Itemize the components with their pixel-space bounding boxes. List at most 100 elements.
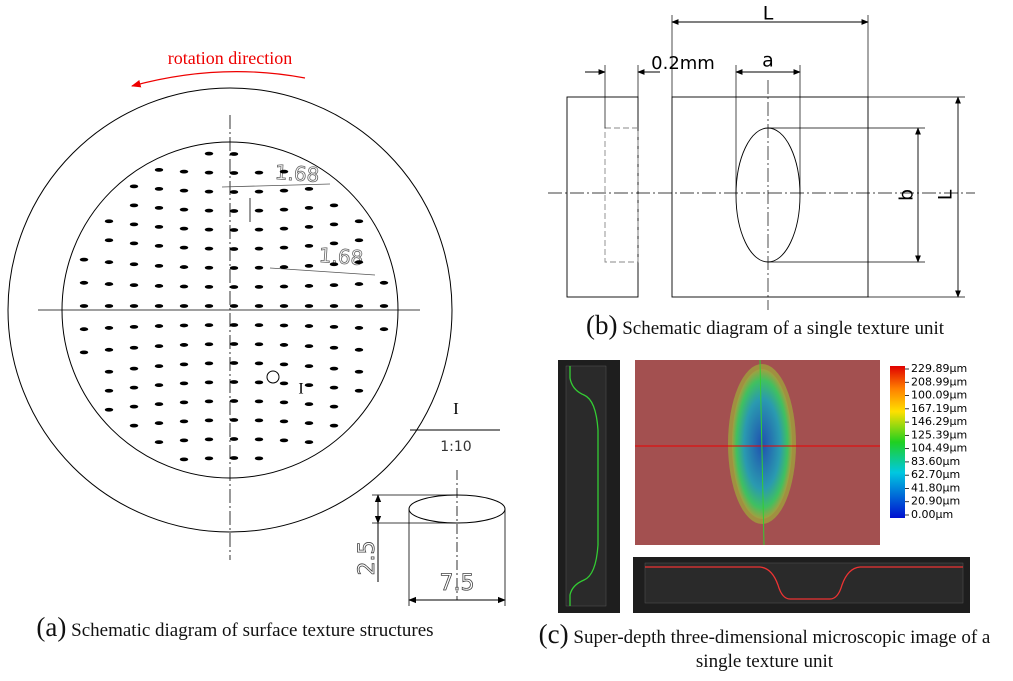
pitch-label: 1.68 bbox=[318, 243, 364, 270]
colorbar bbox=[890, 366, 905, 518]
texture-dot bbox=[180, 304, 188, 308]
texture-dot bbox=[330, 204, 338, 208]
texture-dot bbox=[255, 342, 263, 346]
texture-dot bbox=[255, 171, 263, 175]
profile-plot bbox=[566, 366, 606, 606]
b-label: b bbox=[896, 189, 918, 201]
thickness-label: 0.2mm bbox=[651, 53, 715, 74]
texture-dot bbox=[155, 304, 163, 308]
texture-dot bbox=[355, 348, 363, 352]
texture-dot bbox=[255, 304, 263, 308]
texture-dot bbox=[230, 456, 238, 460]
texture-dot bbox=[355, 326, 363, 330]
colorbar-labels: 229.89μm208.99μm100.09μm167.19μm146.29μm… bbox=[905, 362, 967, 521]
texture-dot bbox=[280, 363, 288, 367]
colorbar-label: 167.19μm bbox=[911, 402, 967, 415]
texture-dot bbox=[205, 437, 213, 441]
caption-text: Schematic diagram of surface texture str… bbox=[71, 620, 433, 641]
texture-dot bbox=[305, 244, 313, 248]
texture-dot bbox=[130, 204, 138, 208]
panel-label: (a) bbox=[36, 612, 66, 642]
texture-dot bbox=[130, 242, 138, 246]
texture-dot bbox=[230, 285, 238, 289]
texture-dot bbox=[355, 389, 363, 393]
texture-dot bbox=[280, 208, 288, 212]
texture-dot bbox=[155, 324, 163, 328]
texture-dot bbox=[180, 227, 188, 231]
texture-dot bbox=[255, 190, 263, 194]
length-label: L bbox=[763, 3, 774, 25]
colorbar-label: 20.90μm bbox=[911, 495, 960, 508]
texture-dot bbox=[280, 420, 288, 424]
texture-dot bbox=[180, 401, 188, 405]
length-label: L bbox=[935, 189, 957, 200]
texture-dot bbox=[305, 304, 313, 308]
detail-title: I bbox=[453, 399, 459, 418]
texture-dot bbox=[305, 402, 313, 406]
colorbar-label: 0.00μm bbox=[911, 508, 953, 521]
texture-dot bbox=[180, 246, 188, 250]
texture-dot bbox=[155, 264, 163, 268]
texture-dot bbox=[305, 206, 313, 210]
texture-dot bbox=[355, 304, 363, 308]
texture-dot bbox=[330, 223, 338, 227]
texture-dot bbox=[180, 170, 188, 174]
texture-dot bbox=[105, 260, 113, 264]
texture-dot bbox=[205, 209, 213, 213]
texture-dot bbox=[155, 225, 163, 229]
texture-dot bbox=[180, 439, 188, 443]
texture-dot bbox=[155, 168, 163, 172]
texture-dot bbox=[230, 323, 238, 327]
texture-dot bbox=[205, 171, 213, 175]
texture-dot bbox=[155, 383, 163, 387]
detail-scale: 1:10 bbox=[440, 439, 471, 455]
texture-dot bbox=[280, 401, 288, 405]
texture-dot bbox=[180, 343, 188, 347]
texture-dot bbox=[155, 244, 163, 248]
texture-dot bbox=[255, 209, 263, 213]
texture-dot bbox=[255, 456, 263, 460]
panel-a bbox=[8, 72, 505, 606]
texture-dot bbox=[305, 187, 313, 191]
texture-dot bbox=[330, 304, 338, 308]
caption-text: Super-depth three-dimensional microscopi… bbox=[573, 627, 990, 672]
texture-dot bbox=[105, 304, 113, 308]
texture-dot bbox=[380, 281, 388, 285]
texture-dot bbox=[305, 421, 313, 425]
texture-dot bbox=[80, 304, 88, 308]
colorbar-label: 41.80μm bbox=[911, 481, 960, 494]
texture-dot bbox=[105, 389, 113, 393]
panel-label: (c) bbox=[539, 619, 569, 649]
texture-dot bbox=[255, 266, 263, 270]
texture-dot bbox=[305, 225, 313, 229]
texture-dot bbox=[280, 265, 288, 269]
texture-dot bbox=[230, 304, 238, 308]
texture-dot bbox=[330, 325, 338, 329]
texture-dot bbox=[105, 348, 113, 352]
texture-dot bbox=[230, 152, 238, 156]
texture-dot bbox=[380, 304, 388, 308]
texture-dot bbox=[180, 420, 188, 424]
texture-dot bbox=[280, 285, 288, 289]
texture-dot bbox=[305, 440, 313, 444]
texture-dot bbox=[330, 424, 338, 428]
caption-b: (b) Schematic diagram of a single textur… bbox=[520, 313, 1010, 341]
texture-dot bbox=[330, 405, 338, 409]
texture-dot bbox=[280, 439, 288, 443]
texture-dot bbox=[355, 282, 363, 286]
detail-marker: I bbox=[298, 381, 303, 398]
texture-dot bbox=[205, 228, 213, 232]
texture-dot bbox=[180, 363, 188, 367]
texture-dot bbox=[205, 247, 213, 251]
texture-dot bbox=[205, 456, 213, 460]
texture-dot bbox=[230, 247, 238, 251]
texture-dot bbox=[205, 266, 213, 270]
texture-dot bbox=[255, 323, 263, 327]
caption-c: (c) Super-depth three-dimensional micros… bbox=[522, 622, 1007, 674]
texture-dot bbox=[230, 190, 238, 194]
texture-dot bbox=[355, 219, 363, 223]
texture-dot bbox=[205, 418, 213, 422]
texture-dot bbox=[305, 264, 313, 268]
texture-dot bbox=[80, 258, 88, 262]
panel-label: (b) bbox=[586, 310, 617, 340]
